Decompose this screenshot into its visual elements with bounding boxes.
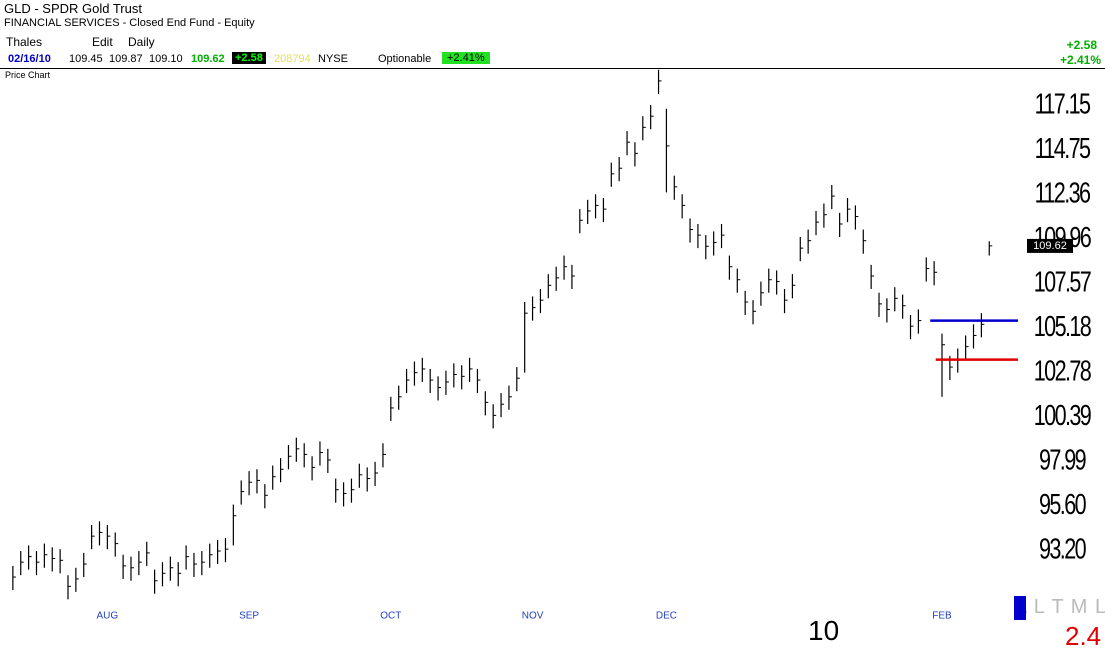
x-tick-label: AUG [97,611,119,622]
y-tick-label: 102.78 [1034,356,1091,387]
quote-volume: 208794 [274,53,311,65]
quote-date: 02/16/10 [8,53,51,65]
x-tick-label: DEC [656,611,677,622]
y-tick-label: 100.39 [1034,400,1091,431]
quote-pct: +2.41% [442,52,490,64]
indicator-value: 2.4 [1065,621,1102,651]
industry: FINANCIAL SERVICES - Closed End Fund - E… [4,17,255,29]
quote-open: 109.45 [69,53,103,65]
y-tick-label: 117.15 [1035,89,1091,120]
user-menu[interactable]: Thales [6,35,43,49]
indicator-highlight [1014,596,1026,620]
indicator-name: A L T M L [1014,596,1105,618]
edit-button[interactable]: Edit [92,35,113,49]
panel-title: Price Chart [5,70,51,80]
y-tick-label: 105.18 [1034,311,1091,342]
y-tick-label: 107.57 [1034,267,1091,298]
year-label: 10 [808,615,840,646]
y-tick-label: 97.99 [1039,445,1086,476]
right-change: +2.58 [1066,38,1097,52]
quote-change: +2.58 [232,52,266,64]
last-price-label: 109.62 [1033,240,1067,252]
x-tick-label: OCT [380,611,401,622]
x-tick-label: FEB [932,611,952,622]
quote-exchange: NYSE [318,53,348,65]
y-tick-label: 112.36 [1035,178,1091,209]
quote-low: 109.10 [149,53,183,65]
x-tick-label: NOV [522,611,544,622]
right-pct: +2.41% [1059,53,1101,67]
x-tick-label: SEP [239,611,259,622]
last-price-tag [1027,238,1073,253]
y-tick-label: 93.20 [1039,534,1087,565]
quote-last: 109.62 [191,53,225,65]
symbol: GLD - SPDR Gold Trust [4,1,142,16]
y-tick-label: 95.60 [1039,489,1087,520]
quote-high: 109.87 [109,53,143,65]
period-menu[interactable]: Daily [128,35,155,49]
optionable: Optionable [378,53,432,65]
y-tick-label: 114.75 [1035,133,1091,164]
